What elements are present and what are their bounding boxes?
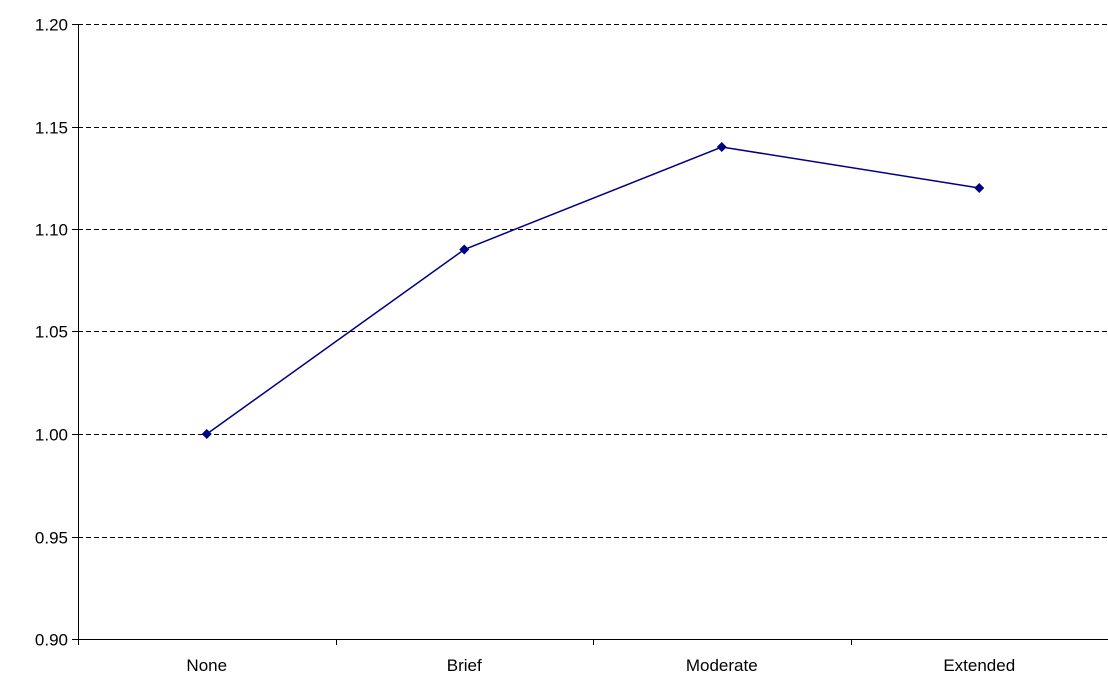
y-tick-label: 0.90	[35, 631, 68, 650]
data-point-marker	[716, 142, 727, 152]
y-tick-label: 1.15	[35, 119, 68, 138]
y-tick-label: 0.95	[35, 529, 68, 548]
x-tick-label: Extended	[943, 656, 1015, 675]
y-tick-label: 1.00	[35, 426, 68, 445]
data-point-marker	[201, 429, 212, 439]
y-tick-label: 1.20	[35, 16, 68, 35]
data-point-marker	[459, 244, 470, 255]
y-tick-label: 1.05	[35, 323, 68, 342]
series-line	[206, 146, 980, 435]
x-tick-label: Brief	[447, 656, 482, 675]
axis-layer	[72, 24, 1108, 645]
data-point-marker	[974, 183, 985, 193]
series-layer	[201, 142, 985, 439]
label-layer: 0.90 0.95 1.00 1.05 1.10 1.15 1.20 None Brief Mod…	[35, 16, 1015, 676]
x-tick-label: None	[186, 656, 227, 675]
x-tick-label: Moderate	[686, 656, 758, 675]
grid-layer	[78, 24, 1108, 538]
y-tick-label: 1.10	[35, 221, 68, 240]
